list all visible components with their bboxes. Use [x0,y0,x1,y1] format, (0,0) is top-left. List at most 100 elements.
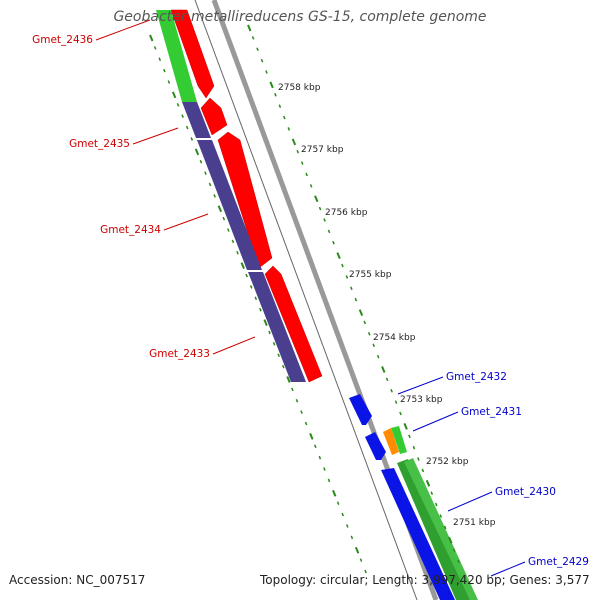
ruler-tick [300,410,303,414]
ruler-tick [269,81,274,89]
ruler-tick [327,478,331,483]
ruler-tick [291,138,297,146]
ruler-tick [336,501,340,505]
ruler-tick [350,286,353,291]
ruler-tick [327,229,331,234]
topology-label: Topology: circular; Length: 3,997,420 bp… [260,573,590,587]
ruler-tick [263,319,268,326]
ruler-tick [372,343,376,348]
ruler-tick [194,148,200,156]
gene-label-gmet-2434[interactable]: Gmet_2434 [100,224,161,236]
ruler-track-inner [149,34,367,574]
ruler-tick [208,182,212,187]
ruler-tick [272,342,276,346]
ruler-tick [408,434,411,439]
gene-gmet-2435-feature[interactable] [182,102,211,138]
gene-gmet-2433-feature[interactable] [248,272,306,382]
ruler-tick [204,171,207,175]
ruler-tick [304,421,308,426]
ruler-tick [354,297,358,302]
ruler-tick [291,387,294,392]
ruler-label: 2751 kbp [453,518,496,528]
ruler-tick [286,376,291,383]
ruler-tick [313,444,317,449]
gene-gmet-2435-forward[interactable] [200,97,228,136]
gene-label-leader [212,336,256,355]
ruler-tick [417,457,420,461]
backbone-line [194,0,418,600]
ruler-tick [227,228,230,232]
ruler-tick [381,366,386,373]
ruler-tick [363,320,367,325]
ruler-tick [259,307,262,312]
gene-label-leader [490,561,526,577]
gene-gmet-2436-forward[interactable] [170,9,215,99]
ruler-tick [260,58,264,63]
ruler-tick [222,216,226,221]
gene-gmet-2434-feature[interactable] [197,140,262,270]
ruler-tick [254,296,258,301]
ruler-tick [448,536,453,544]
ruler-tick [256,47,259,52]
gene-gmet-2430[interactable] [381,468,455,600]
ruler-tick [376,354,380,359]
feature-orange[interactable] [383,428,399,455]
ruler-labels: 2758 kbp 2757 kbp 2756 kbp 2755 kbp 2754 kbp… [278,83,496,528]
ruler-tick [390,388,393,393]
gene-label-leader [412,411,459,432]
gene-label-gmet-2430[interactable]: Gmet_2430 [495,486,556,498]
ruler-tick [190,137,194,141]
feature-green-long[interactable] [397,459,470,600]
feature-green-long-2[interactable] [404,458,478,600]
ruler-tick [323,467,326,471]
ruler-tick [439,514,443,518]
ruler-tick [309,184,313,188]
ruler-tick [385,377,389,382]
ruler-tick [240,262,245,270]
ruler-tick [350,535,354,540]
ruler-tick [332,489,337,497]
gene-label-gmet-2432[interactable]: Gmet_2432 [446,371,507,383]
ruler-tick [153,46,157,50]
gene-label-gmet-2435[interactable]: Gmet_2435 [69,138,130,150]
ruler-label: 2757 kbp [301,145,344,155]
gene-label-gmet-2431[interactable]: Gmet_2431 [461,406,522,418]
gene-label-leader [132,127,179,145]
ruler-label: 2752 kbp [426,457,469,467]
ruler-tick [268,330,271,335]
gene-gmet-2432[interactable] [349,394,372,425]
ruler-tick [167,80,171,84]
ruler-tick [323,218,326,222]
gene-gmet-2433-forward[interactable] [264,265,323,383]
ruler-tick [231,239,235,244]
ruler-label: 2758 kbp [278,83,321,93]
feature-green-small[interactable] [391,426,407,454]
ruler-label: 2753 kbp [400,395,443,405]
ruler-track-outer [247,24,460,564]
ruler-tick [367,332,371,336]
ruler-tick [163,68,166,73]
ruler-tick [394,400,398,404]
ruler-tick [354,546,360,554]
gene-label-gmet-2429[interactable]: Gmet_2429 [528,556,589,568]
ruler-tick [346,524,349,528]
ruler-tick [300,161,304,165]
ruler-tick [281,364,285,369]
ruler-tick [341,512,345,517]
gene-gmet-2431[interactable] [365,432,386,460]
gene-label-leader [447,491,493,512]
ruler-tick [247,24,252,32]
ruler-tick [314,195,319,203]
ruler-tick [185,125,189,130]
genome-title: Geobacter metallireducens GS-15, complet… [113,9,487,25]
gene-gmet-2436-feature[interactable] [156,10,197,102]
ruler-tick [277,353,280,358]
ruler-tick [399,411,402,416]
ruler-tick [430,491,434,495]
gene-label-gmet-2436[interactable]: Gmet_2436 [32,34,93,46]
gene-label-gmet-2433[interactable]: Gmet_2433 [149,348,210,360]
gene-labels: Gmet_2436 Gmet_2435 Gmet_2434 Gmet_2433 Gmet… [32,19,589,577]
ruler-tick [158,57,162,62]
